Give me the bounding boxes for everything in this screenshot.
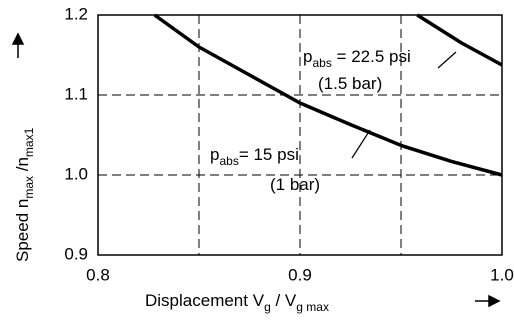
- curve-label-part: p: [210, 145, 219, 164]
- y-axis-label: Speed nmax /nmax1: [13, 127, 36, 262]
- x-axis-label: Displacement Vg / Vg max: [145, 291, 329, 314]
- curve: [153, 13, 503, 177]
- y-axis-label-part: Speed n: [13, 199, 32, 262]
- x-arrow: [475, 294, 501, 308]
- curve-note: (1.5 bar): [318, 74, 382, 93]
- y-tick-label: 1.0: [64, 164, 88, 183]
- y-axis-label-part: max: [22, 176, 36, 199]
- leader-line: [351, 129, 371, 159]
- y-tick-label: 0.9: [64, 244, 88, 263]
- x-axis-label-part: g: [264, 300, 271, 314]
- curve-note: (1 bar): [270, 175, 320, 194]
- curve-label-part: abs: [219, 154, 238, 168]
- curve-label-part: = 15 psi: [239, 145, 299, 164]
- leader-line: [437, 51, 457, 69]
- y-axis-label-part: /n: [13, 157, 32, 176]
- y-axis-label-part: max1: [22, 127, 36, 157]
- curve-label: pabs= 15 psi: [210, 145, 299, 168]
- x-axis-label-part: / V: [271, 291, 297, 310]
- x-tick-label: 0.8: [86, 265, 110, 284]
- curve-label-part: p: [303, 47, 312, 66]
- x-axis-label-part: g max: [296, 300, 329, 314]
- y-tick-label: 1.2: [64, 4, 88, 23]
- curve-label: pabs = 22.5 psi: [303, 47, 411, 70]
- curve-label-part: = 22.5 psi: [332, 47, 411, 66]
- x-tick-label: 1.0: [490, 265, 514, 284]
- x-axis-label-part: Displacement V: [145, 291, 265, 310]
- curve-label-part: abs: [312, 56, 331, 70]
- x-tick-label: 0.9: [288, 265, 312, 284]
- curve: [416, 13, 503, 67]
- y-tick-label: 1.1: [64, 84, 88, 103]
- y-arrow: [11, 32, 25, 58]
